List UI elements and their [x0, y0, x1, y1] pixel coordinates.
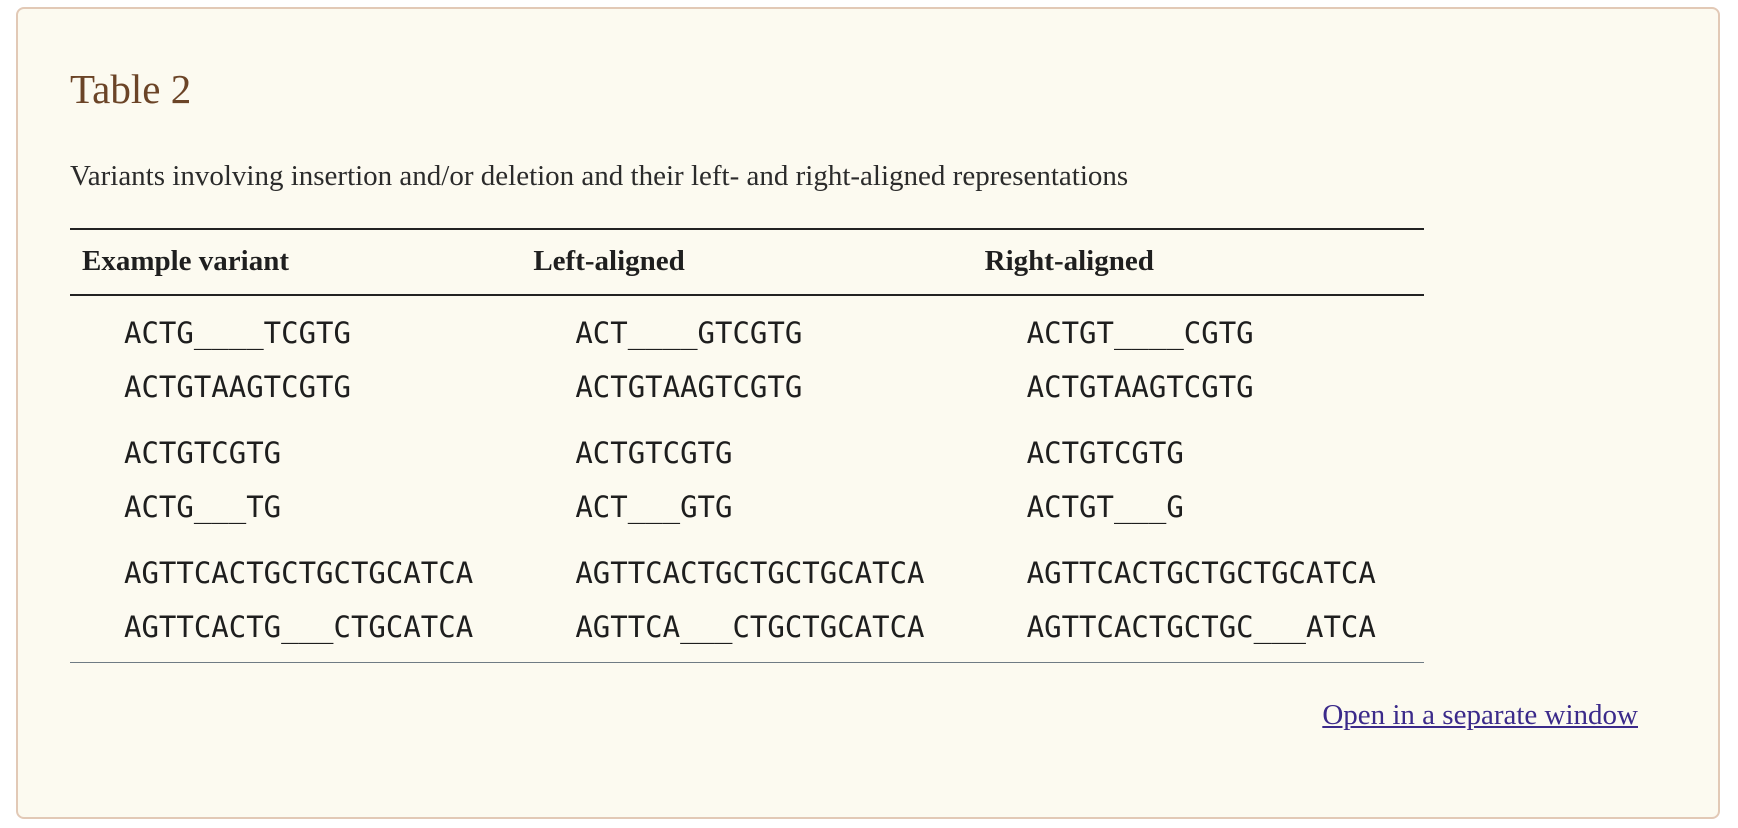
example-variant-cell: AGTTCACTGCTGCTGCATCA AGTTCACTG___CTGCATC…: [70, 542, 522, 663]
example-variant-cell: ACTG____TCGTG ACTGTAAGTCGTG: [70, 295, 521, 422]
table-header-row: Example variant Left-aligned Right-align…: [70, 228, 1424, 296]
sequence-line: ACT____GTCGTG: [575, 316, 803, 350]
sequence-line: AGTTCACTGCTGCTGCATCA: [1026, 556, 1376, 590]
sequence-line: ACTGTAAGTCGTG: [575, 370, 803, 404]
left-aligned-cell: ACT____GTCGTG ACTGTAAGTCGTG: [521, 295, 972, 422]
left-aligned-cell: AGTTCACTGCTGCTGCATCA AGTTCA___CTGCTGCATC…: [521, 542, 973, 663]
sequence-line: ACTGT____CGTG: [1026, 316, 1254, 350]
sequence-line: ACTGTAAGTCGTG: [1026, 370, 1254, 404]
table-row: ACTG____TCGTG ACTGTAAGTCGTG ACT____GTCGT…: [70, 295, 1424, 422]
variants-table: Example variant Left-aligned Right-align…: [70, 228, 1424, 663]
right-aligned-cell: AGTTCACTGCTGCTGCATCA AGTTCACTGCTGC___ATC…: [972, 542, 1424, 663]
sequence-line: ACTG____TCGTG: [124, 316, 351, 350]
sequence-line: AGTTCACTGCTGCTGCATCA: [124, 556, 474, 590]
header-right-aligned: Right-aligned: [972, 228, 1424, 296]
table-row: ACTGTCGTG ACTG___TG ACTGTCGTG ACT___GTG …: [70, 422, 1424, 542]
sequence-line: AGTTCACTG___CTGCATCA: [124, 610, 474, 644]
table-row: AGTTCACTGCTGCTGCATCA AGTTCACTG___CTGCATC…: [70, 542, 1424, 663]
sequence-line: AGTTCA___CTGCTGCATCA: [575, 610, 925, 644]
sequence-line: ACTGTCGTG: [1026, 436, 1184, 470]
sequence-line: ACT___GTG: [575, 490, 733, 524]
sequence-line: ACTGT___G: [1026, 490, 1184, 524]
sequence-line: AGTTCACTGCTGCTGCATCA: [575, 556, 925, 590]
sequence-line: ACTG___TG: [124, 490, 282, 524]
header-left-aligned: Left-aligned: [521, 228, 973, 296]
example-variant-cell: ACTGTCGTG ACTG___TG: [70, 422, 521, 542]
sequence-line: ACTGTCGTG: [124, 436, 282, 470]
table-caption: Variants involving insertion and/or dele…: [70, 160, 1129, 192]
open-in-separate-window-link[interactable]: Open in a separate window: [1322, 699, 1638, 731]
header-example-variant: Example variant: [70, 228, 522, 296]
left-aligned-cell: ACTGTCGTG ACT___GTG: [521, 422, 972, 542]
sequence-line: ACTGTAAGTCGTG: [124, 370, 351, 404]
table-panel: Table 2 Variants involving insertion and…: [16, 7, 1720, 819]
table-title: Table 2: [70, 66, 192, 112]
right-aligned-cell: ACTGTCGTG ACTGT___G: [973, 422, 1424, 542]
right-aligned-cell: ACTGT____CGTG ACTGTAAGTCGTG: [973, 295, 1424, 422]
variants-table-wrapper: Example variant Left-aligned Right-align…: [70, 228, 1424, 663]
sequence-line: ACTGTCGTG: [575, 436, 733, 470]
sequence-line: AGTTCACTGCTGC___ATCA: [1026, 610, 1376, 644]
